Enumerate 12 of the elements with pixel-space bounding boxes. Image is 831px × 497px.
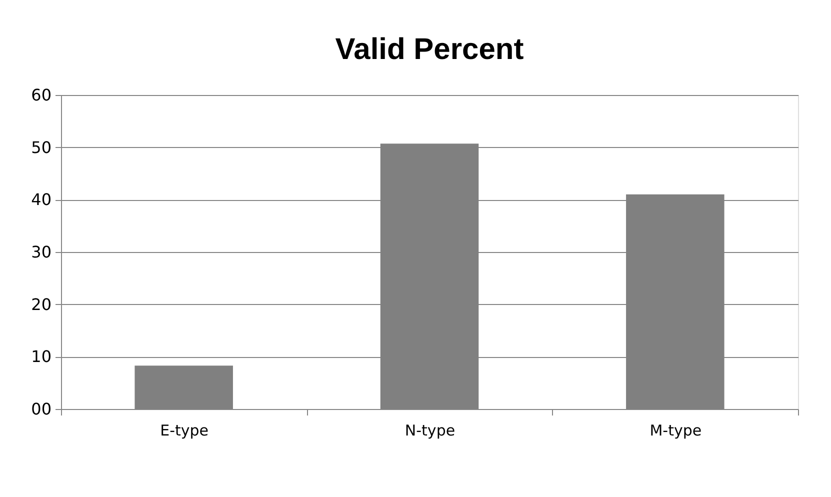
bar — [134, 366, 233, 409]
y-tick-label: 20 — [31, 294, 52, 314]
y-tick-label: 60 — [31, 86, 52, 104]
x-tick-label: E-type — [160, 422, 209, 440]
y-tick-label: 50 — [31, 138, 52, 157]
chart-title: Valid Percent — [335, 33, 524, 66]
y-tick-label: 30 — [31, 242, 52, 262]
y-tick-label: 10 — [31, 347, 52, 366]
y-tick-label: 40 — [31, 190, 52, 210]
x-tick-label: M-type — [650, 422, 702, 440]
y-tick-label: 00 — [31, 400, 52, 418]
x-tick-label: N-type — [404, 422, 456, 440]
